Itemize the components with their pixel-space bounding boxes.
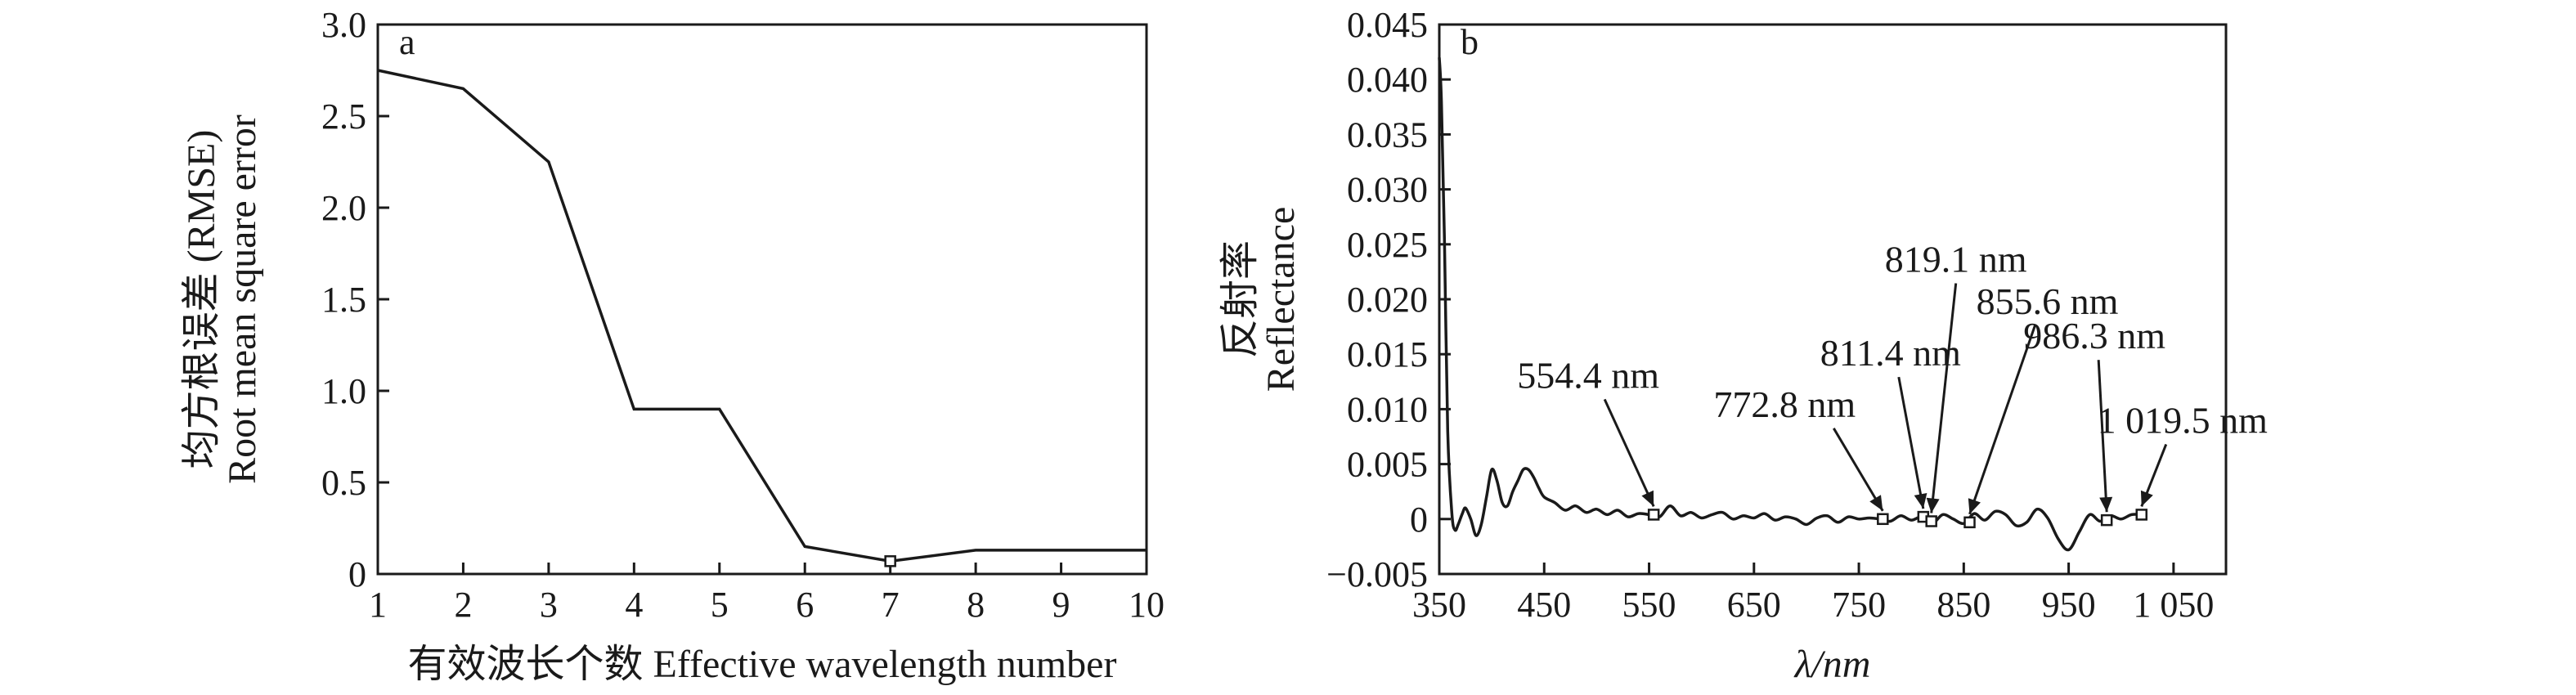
panel-b-marker-arrowhead: [2099, 496, 2113, 513]
panel-b-y-tick-label: 0.035: [1347, 114, 1428, 155]
panel-a-y-tick-label: 2.0: [321, 188, 366, 228]
panel-b-marker-label: 554.4 nm: [1517, 354, 1659, 396]
panel-a-x-tick-label: 3: [540, 585, 558, 625]
panel-a-x-tick-label: 2: [454, 585, 472, 625]
panel-b-y-tick-label: 0.040: [1347, 60, 1428, 100]
panel-a-x-tick-label: 10: [1129, 585, 1165, 625]
panel-b-marker-arrowhead: [1926, 497, 1940, 513]
panel-b-marker-label: 811.4 nm: [1820, 332, 1961, 374]
panel-b-y-axis-title: 反射率: [1218, 240, 1262, 358]
panel-a-y-ticks: 0 0.5 1.0 1.5 2.0 2.5 3.0: [321, 5, 389, 594]
panel-b-y-tick-label: 0.015: [1347, 334, 1428, 374]
panel-a-x-tick-label: 7: [882, 585, 900, 625]
panel-a-y-tick-label: 1.5: [321, 280, 366, 320]
panel-b-y-tick-label: 0.020: [1347, 280, 1428, 320]
panel-b-y-ticks: −0.005 0 0.005 0.010 0.015 0.020 0.025 0.030 0.0…: [1326, 5, 1451, 594]
panel-b-y-tick-label: 0.025: [1347, 225, 1428, 265]
panel-a-plot-frame: [376, 23, 1148, 576]
panel-b-x-tick-label: 350: [1412, 585, 1466, 625]
panel-b-x-tick-label: 550: [1622, 585, 1676, 625]
panel-a-y-tick-label: 3.0: [321, 5, 366, 45]
panel-b-marker-arrowhead: [1641, 490, 1654, 507]
panel-b-marker-arrowhead: [2140, 490, 2153, 507]
panel-a-chart: a 0 0.5 1.0 1.5 2.0 2.5 3.0 1 2 3 4 5 6 7 8 9 10 有效波长个数…: [180, 5, 1165, 686]
panel-a-y-tick-label: 0: [348, 554, 366, 594]
panel-b-marker-label: 855.6 nm: [1977, 280, 2119, 322]
panel-b-marker-label: 986.3 nm: [2023, 315, 2165, 356]
panel-b-marker-arrowhead: [1914, 492, 1928, 509]
panel-b-marker-arrow: [2097, 360, 2108, 513]
panel-b-y-axis-title-en: Reflectance: [1259, 207, 1303, 392]
panel-b-marker-arrow: [1897, 376, 1925, 509]
panel-a-x-tick-label: 1: [369, 585, 387, 625]
panel-b-marker-label: 772.8 nm: [1713, 383, 1856, 425]
panel-b-letter: b: [1461, 22, 1479, 62]
panel-b-marker-arrow: [1930, 283, 1958, 513]
panel-a-y-axis-title: 均方根误差 (RMSE): [180, 130, 223, 469]
panel-b-marker-arrow: [1603, 398, 1655, 508]
panel-b-y-tick-label: 0.005: [1347, 445, 1428, 485]
panel-b-y-tick-label: 0: [1410, 500, 1428, 540]
panel-b-marker-point: [1647, 509, 1660, 521]
panel-b-marker-point: [1925, 515, 1937, 527]
panel-b-marker-point: [2100, 513, 2113, 527]
panel-b-y-tick-label: 0.045: [1347, 5, 1428, 45]
panel-b-x-tick-label: 650: [1727, 585, 1781, 625]
panel-b-reflectance-curve: [1438, 57, 2143, 552]
panel-b-y-tick-label: 0.010: [1347, 389, 1428, 429]
panel-b-marker-arrowhead: [1968, 498, 1981, 514]
panel-a-y-tick-label: 1.0: [321, 371, 366, 411]
panel-a-x-tick-label: 9: [1052, 585, 1070, 625]
panel-b-marker-point: [1877, 513, 1889, 526]
panel-b-marker-point: [2135, 509, 2147, 521]
panel-b-x-tick-label: 850: [1936, 585, 1990, 625]
panel-a-x-axis-title: 有效波长个数 Effective wavelength number: [408, 643, 1117, 686]
panel-b-y-tick-label: 0.030: [1347, 170, 1428, 210]
panel-b-y-tick-label: −0.005: [1326, 554, 1428, 594]
panel-b-x-tick-label: 450: [1517, 585, 1571, 625]
panel-a-min-marker: [884, 555, 896, 567]
panel-b-marker-point: [1963, 516, 1976, 529]
panel-b-x-tick-label: 950: [2042, 585, 2096, 625]
panel-b-marker-arrowhead: [1869, 495, 1883, 511]
panel-a-x-tick-label: 6: [796, 585, 814, 625]
panel-a-y-tick-label: 0.5: [321, 463, 366, 503]
panel-b-marker-arrow: [1968, 325, 2036, 515]
panel-a-rmse-line: [377, 69, 1147, 563]
panel-a-y-axis-title-en: Root mean square error: [221, 114, 264, 484]
panel-b-x-tick-label: 750: [1832, 585, 1886, 625]
panel-a-letter: a: [399, 22, 415, 62]
panel-a-x-ticks: 1 2 3 4 5 6 7 8 9 10: [369, 563, 1165, 625]
panel-a-y-tick-label: 2.5: [321, 96, 366, 137]
panel-a-x-tick-label: 5: [711, 585, 729, 625]
panel-b-marker-label: 819.1 nm: [1885, 238, 2027, 280]
panel-b-x-ticks: 350 450 550 650 750 850 950 1 050: [1412, 563, 2214, 625]
panel-b-marker-label: 1 019.5 nm: [2098, 399, 2269, 441]
panel-a-x-tick-label: 4: [625, 585, 643, 625]
panel-b-x-axis-title: λ/nm: [1793, 643, 1871, 686]
panel-a-x-tick-label: 8: [967, 585, 985, 625]
panel-b-marker-arrow: [1833, 428, 1884, 512]
panel-b-chart: b −0.005 0 0.005 0.010 0.015 0.020 0.025 0.030 0…: [1218, 5, 2268, 686]
panel-b-x-tick-label: 1 050: [2133, 585, 2214, 625]
